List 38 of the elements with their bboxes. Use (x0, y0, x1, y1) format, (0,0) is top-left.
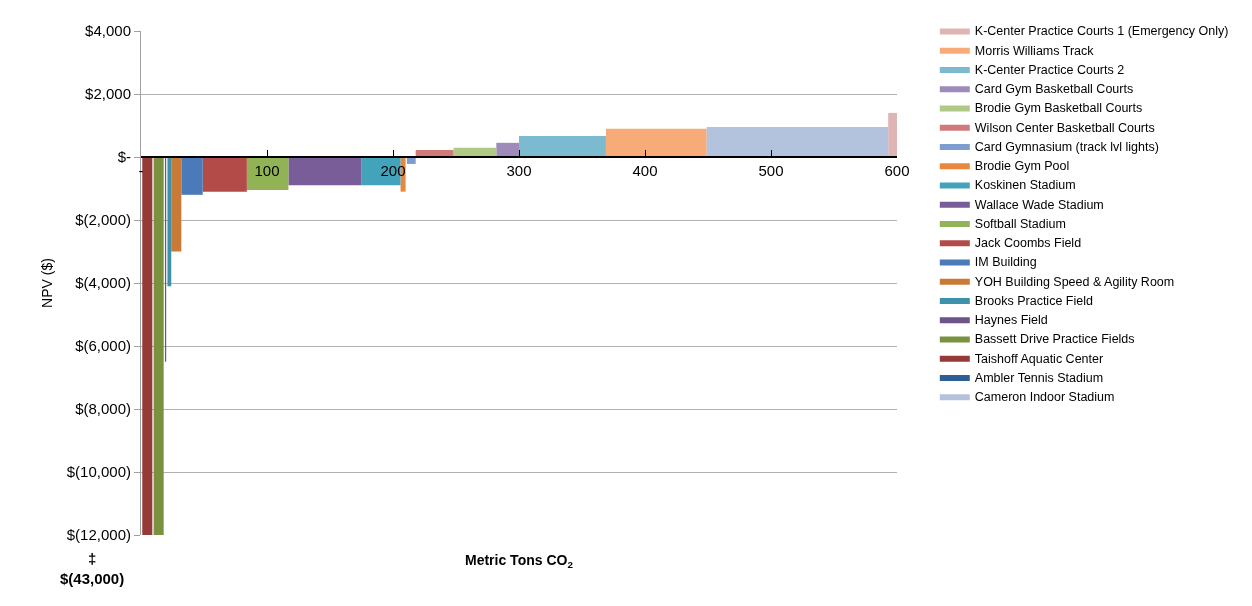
x-tick-label: 600 (884, 161, 910, 179)
y-axis-title: NPV ($) (39, 258, 56, 308)
x-tick-label: 500 (758, 161, 784, 179)
legend-label: K-Center Practice Courts 1 (Emergency Only) (974, 24, 1229, 39)
legend-label: IM Building (974, 255, 1037, 270)
y-tick-label: $- (117, 148, 131, 166)
legend-label: Taishoff Aquatic Center (974, 351, 1104, 366)
y-tick-label: $(2,000) (75, 211, 131, 229)
legend-label: Softball Stadium (974, 216, 1066, 231)
legend-label: Jack Coombs Field (974, 236, 1082, 251)
legend-label: YOH Building Speed & Agility Room (974, 274, 1175, 289)
y-tick-label: $(10,000) (66, 463, 131, 481)
legend-label: Card Gym Basketball Courts (974, 82, 1134, 97)
legend-label: Haynes Field (974, 313, 1048, 328)
x-tick-label: 300 (506, 161, 532, 179)
legend-label: Wallace Wade Stadium (974, 197, 1104, 212)
x-tick-label: 400 (632, 161, 658, 179)
legend-label: Wilson Center Basketball Courts (974, 120, 1155, 135)
y-tick-label: $(12,000) (66, 526, 131, 544)
text: ‡ $(43,000) (60, 550, 125, 587)
x-tick-label: - (138, 161, 144, 179)
legend-label: Bassett Drive Practice Fields (974, 332, 1135, 347)
legend-label: Ambler Tennis Stadium (974, 370, 1104, 385)
y-tick-label: $(6,000) (75, 337, 131, 355)
y-tick-label: $(8,000) (75, 400, 131, 418)
legend-label: Card Gymnasium (track lvl lights) (974, 139, 1159, 154)
legend-label: Cameron Indoor Stadium (974, 390, 1115, 405)
legend-label: Brodie Gym Basketball Courts (974, 101, 1143, 116)
x-axis-title: Metric Tons CO$_{2}$ (465, 552, 574, 570)
legend-label: K-Center Practice Courts 2 (974, 62, 1125, 77)
legend-label: Morris Williams Track (974, 43, 1095, 58)
legend-label: Koskinen Stadium (974, 178, 1076, 193)
y-tick-label: $2,000 (85, 85, 131, 103)
y-tick-label: $4,000 (85, 22, 131, 40)
legend-label: Brooks Practice Field (974, 293, 1093, 308)
y-tick-label: $(4,000) (75, 274, 131, 292)
x-tick-label: 100 (254, 161, 280, 179)
legend-label: Brodie Gym Pool (974, 159, 1070, 174)
